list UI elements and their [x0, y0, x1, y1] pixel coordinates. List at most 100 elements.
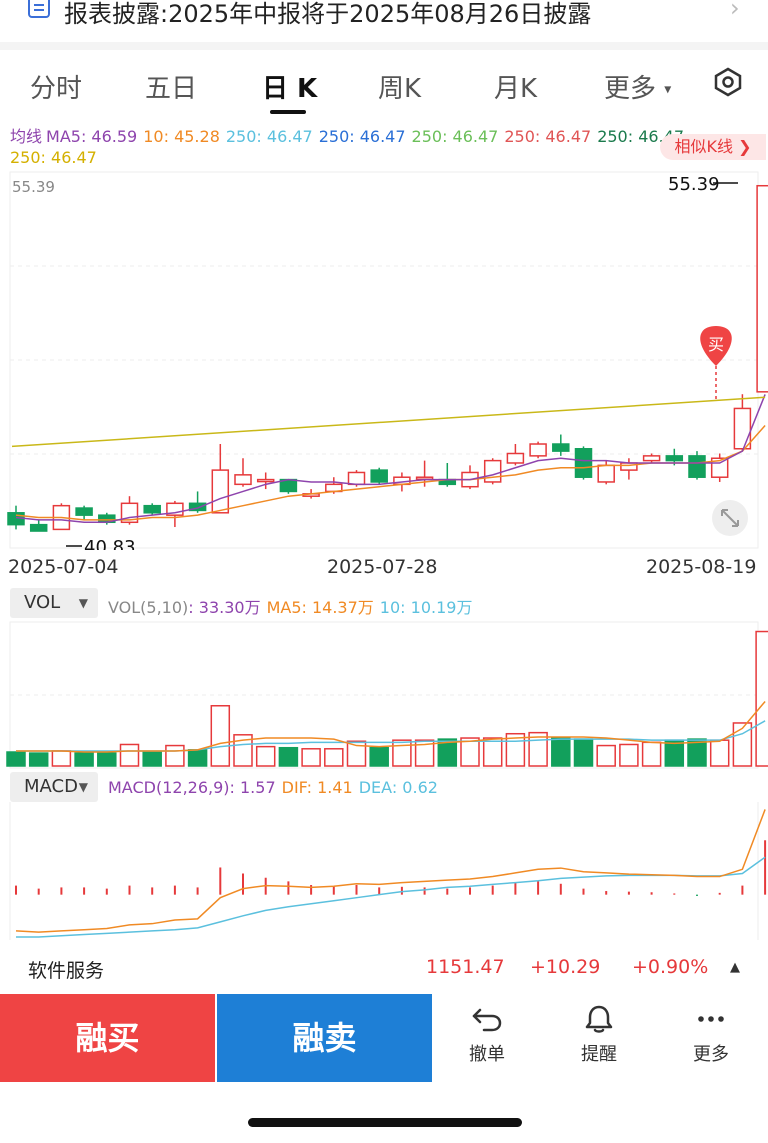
volume-bar — [255, 745, 276, 767]
dropdown-arrow-icon: ▾ — [664, 81, 672, 98]
macd-indicator-select[interactable]: MACD ▼ — [10, 772, 98, 802]
volume-bar — [74, 752, 94, 767]
ma10-line — [15, 425, 766, 521]
volume-bar — [551, 737, 571, 767]
date-label-mid: 2025-07-28 — [327, 556, 438, 578]
volume-bar — [6, 751, 26, 767]
volume-bar — [142, 751, 162, 767]
volume-bar — [755, 630, 768, 767]
macd-legend: MACD(12,26,9): 1.57 DIF: 1.41 DEA: 0.62 — [108, 778, 438, 797]
more-button[interactable]: 更多 — [666, 1004, 756, 1066]
vol-legend: VOL(5,10): 33.30万 MA5: 14.37万 10: 10.19万 — [108, 594, 472, 618]
ma5-line — [15, 394, 766, 524]
candle-body — [483, 459, 502, 483]
kline-chart[interactable]: 55.39 55.39 40.83 买 — [0, 170, 768, 550]
candle-body — [347, 471, 366, 486]
dropdown-arrow-icon: ▼ — [78, 596, 88, 610]
date-axis: 2025-07-04 2025-07-28 2025-08-19 — [0, 552, 768, 582]
cancel-order-button[interactable]: 撤单 — [442, 1004, 532, 1066]
candle-body — [574, 448, 593, 478]
sector-change-pct: +0.90% — [632, 956, 709, 978]
volume-bar — [233, 734, 253, 767]
report-notice-bar[interactable]: 报表披露:2025年中报将于2025年08月26日披露 › — [0, 0, 768, 40]
volume-chart[interactable] — [0, 620, 768, 770]
ma250-line — [11, 396, 766, 448]
vol-legend-item: VOL(5,10) — [108, 598, 189, 617]
settings-hexagon-icon[interactable] — [712, 66, 744, 98]
macd-legend-item: DEA: 0.62 — [358, 778, 438, 797]
home-indicator — [248, 1118, 522, 1127]
ma-legend-item: 250: 46.47 — [225, 127, 313, 146]
vol-indicator-select[interactable]: VOL ▼ — [10, 588, 98, 618]
expand-icon[interactable] — [712, 500, 748, 536]
sector-name: 软件服务 — [28, 960, 105, 982]
volume-bar — [324, 748, 344, 767]
volume-bar — [165, 744, 185, 767]
alert-button[interactable]: 提醒 — [554, 1004, 644, 1066]
sector-price: 1151.47 — [426, 956, 505, 978]
sector-bar[interactable]: 软件服务 1151.47 +10.29 +0.90% ▲ — [0, 942, 768, 994]
margin-buy-button[interactable]: 融买 — [0, 994, 215, 1082]
candle-body — [370, 469, 388, 483]
volume-bar — [596, 744, 616, 767]
volume-bar — [437, 738, 458, 767]
margin-sell-button[interactable]: 融卖 — [217, 994, 432, 1082]
candle-body — [688, 455, 706, 478]
vol-legend-item: 10: 10.19万 — [379, 598, 473, 617]
expand-up-icon[interactable]: ▲ — [730, 960, 740, 975]
date-label-start: 2025-07-04 — [8, 556, 119, 578]
similar-k-button[interactable]: 相似K线 ❯ — [660, 134, 766, 160]
tab-more[interactable]: 更多 ▾ — [604, 68, 671, 105]
ma-legend-item: 250: 46.47 — [10, 148, 97, 167]
bottom-action-bar: 融买 融卖 撤单 提醒 更多 — [0, 994, 768, 1082]
ma-legend-item: MA5: 46.59 — [46, 127, 138, 146]
vol-ma5-line — [16, 700, 766, 753]
candle-body — [234, 474, 252, 486]
volume-bar — [641, 741, 662, 767]
high-price-label: 55.39 — [668, 174, 720, 195]
dropdown-arrow-icon: ▼ — [78, 780, 88, 794]
buy-signal-marker[interactable]: 买 — [700, 326, 732, 402]
dif-line — [15, 809, 766, 933]
volume-bar — [709, 739, 730, 767]
macd-legend-item: MACD(12,26,9) — [108, 778, 230, 797]
volume-bar — [187, 749, 208, 767]
macd-header: MACD ▼ MACD(12,26,9): 1.57 DIF: 1.41 DEA: 0… — [0, 772, 768, 802]
tab-more-label: 更多 — [604, 74, 657, 104]
candle-body — [597, 464, 615, 483]
chevron-right-icon: › — [730, 0, 740, 22]
tab-five-day[interactable]: 五日 — [145, 74, 198, 104]
sector-change: +10.29 — [530, 956, 601, 978]
tab-daily-k[interactable]: 日 K — [262, 74, 318, 104]
candle-body — [642, 455, 661, 462]
low-price-label: 40.83 — [84, 537, 136, 550]
candle-body — [211, 469, 230, 514]
divider — [0, 42, 768, 50]
volume-bar — [301, 748, 321, 767]
document-icon — [28, 0, 50, 18]
candle-body — [75, 507, 93, 516]
volume-bar — [28, 752, 49, 767]
tab-weekly-k[interactable]: 周K — [378, 74, 422, 104]
ma-legend-item: 10: 45.28 — [143, 127, 220, 146]
cancel-order-label: 撤单 — [469, 1044, 505, 1065]
candle-body — [529, 443, 547, 457]
candle-body — [166, 502, 184, 516]
volume-bar — [346, 740, 367, 767]
volume-bar — [460, 737, 480, 767]
candle-body — [552, 443, 570, 452]
macd-legend-item: DIF: 1.41 — [281, 778, 353, 797]
candle-body — [143, 504, 161, 514]
volume-bar — [573, 738, 594, 767]
macd-chart[interactable] — [0, 800, 768, 940]
tab-intraday[interactable]: 分时 — [30, 74, 83, 104]
candle-body — [733, 407, 752, 450]
more-label: 更多 — [693, 1044, 729, 1065]
ma-legend-item: 250: 46.47 — [411, 127, 499, 146]
period-tabs: 分时 五日 日 K 周K 月K 更多 ▾ — [0, 58, 768, 118]
vol-legend-item: MA5: 14.37万 — [266, 598, 374, 617]
volume-bar — [619, 743, 639, 767]
undo-icon — [472, 1008, 502, 1032]
volume-bar — [392, 739, 412, 767]
tab-monthly-k[interactable]: 月K — [494, 74, 538, 104]
